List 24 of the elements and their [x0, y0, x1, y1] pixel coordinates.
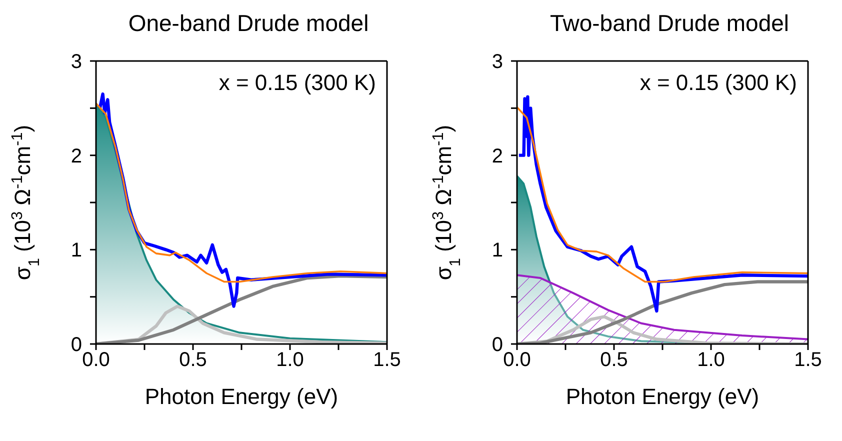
x-axis-title: Photon Energy (eV) [566, 384, 760, 409]
x-axis-title: Photon Energy (eV) [144, 384, 338, 409]
y-tick-label: 1 [492, 240, 503, 262]
y-tick-label: 2 [70, 145, 82, 168]
x-tick-label: 1.5 [794, 349, 822, 372]
y-tick-label: 1 [70, 240, 82, 262]
x-tick-label: 0.0 [503, 349, 531, 372]
y-tick-label: 2 [492, 145, 503, 168]
x-tick-label: 1.0 [276, 349, 304, 372]
annotation: x = 0.15 (300 K) [218, 70, 376, 96]
chart-title: Two-band Drude model [548, 9, 790, 38]
line-series [96, 102, 387, 283]
x-tick-label: 0.0 [82, 349, 110, 372]
y-tick-label: 0 [70, 334, 82, 356]
y-tick-label: 0 [492, 334, 503, 356]
x-tick-label: 1.0 [697, 349, 725, 372]
x-tick-label: 0.5 [600, 349, 628, 372]
x-tick-label: 0.5 [179, 349, 207, 372]
y-tick-label: 3 [492, 51, 503, 73]
annotation: x = 0.15 (300 K) [640, 70, 797, 96]
y-tick-label: 3 [70, 51, 82, 73]
line-series [517, 106, 808, 283]
x-tick-label: 1.5 [373, 349, 401, 372]
chart-title: One-band Drude model [127, 9, 370, 38]
